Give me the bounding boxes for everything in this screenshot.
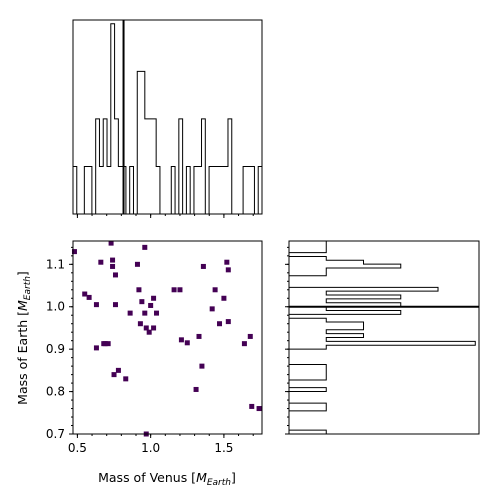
- scatter-point: [151, 295, 157, 301]
- scatter-point: [225, 267, 231, 273]
- x-marginal-histogram-bars: [72, 20, 263, 215]
- x-tick-label: 1.0: [141, 441, 160, 455]
- scatter-point: [110, 257, 116, 263]
- x-tick-label: 1.5: [214, 441, 233, 455]
- scatter-point: [110, 263, 116, 269]
- scatter-point: [93, 345, 99, 351]
- scatter-point: [123, 376, 129, 382]
- scatter-point: [112, 302, 118, 308]
- x-tick-label: 0.5: [68, 441, 87, 455]
- y-axis-label: Mass of Earth [MEarth]: [15, 271, 33, 405]
- scatter-point: [98, 259, 104, 265]
- y-histogram-step: [288, 240, 476, 435]
- scatter-ticks: [69, 246, 254, 438]
- y-tick-label: 0.9: [46, 342, 65, 356]
- scatter-point: [127, 310, 133, 316]
- scatter-frame: [72, 240, 263, 435]
- x-axis-label: Mass of Venus [MEarth]: [98, 470, 236, 488]
- scatter-point: [196, 333, 202, 339]
- scatter-point: [177, 287, 183, 293]
- scatter-point: [178, 337, 184, 343]
- scatter-point: [137, 321, 143, 327]
- scatter-points: [71, 240, 262, 437]
- scatter-point: [184, 340, 190, 346]
- scatter-point: [136, 287, 142, 293]
- scatter-point: [148, 302, 154, 308]
- scatter-point: [209, 306, 215, 312]
- y-tick-label: 0.8: [46, 385, 65, 399]
- scatter-point: [143, 325, 149, 331]
- y-marginal-histogram-ticks: [285, 246, 289, 435]
- x-marginal-histogram-ticks: [76, 214, 254, 218]
- scatter-point: [115, 367, 121, 373]
- scatter-point: [171, 287, 177, 293]
- scatter-point: [249, 403, 255, 409]
- scatter-point: [154, 310, 160, 316]
- y-tick-label: 1.1: [46, 257, 65, 271]
- scatter-point: [256, 406, 262, 412]
- scatter-point: [193, 386, 199, 392]
- scatter-point: [146, 329, 152, 335]
- x-marginal-histogram: [72, 19, 263, 218]
- y-tick-label: 0.7: [46, 427, 65, 441]
- scatter-point: [139, 299, 145, 305]
- x-histogram-step: [72, 23, 263, 215]
- scatter-point: [71, 249, 77, 255]
- y-tick-label: 1.0: [46, 300, 65, 314]
- y-marginal-histogram: [285, 240, 480, 435]
- scatter-point: [225, 319, 231, 325]
- scatter-tick-labels: 0.5 1.0 1.5 0.7 0.8 0.9 1.0 1.1: [46, 257, 234, 455]
- scatter-point: [221, 295, 227, 301]
- scatter-point: [224, 259, 230, 265]
- x-marginal-histogram-frame: [72, 19, 263, 215]
- scatter-point: [200, 263, 206, 269]
- scatter-point: [212, 287, 218, 293]
- scatter-point: [217, 321, 223, 327]
- scatter-point: [247, 333, 253, 339]
- y-marginal-histogram-frame: [288, 240, 480, 435]
- scatter-point: [102, 341, 108, 347]
- scatter-point: [142, 244, 148, 250]
- scatter-point: [86, 294, 92, 300]
- scatter-point: [82, 291, 88, 297]
- scatter-point: [108, 240, 114, 246]
- y-marginal-histogram-bars: [288, 240, 479, 435]
- scatter-panel: 0.5 1.0 1.5 0.7 0.8 0.9 1.0 1.1: [46, 240, 263, 455]
- scatter-point: [105, 341, 111, 347]
- scatter-point: [93, 302, 99, 308]
- scatter-point: [151, 325, 157, 331]
- scatter-point: [199, 363, 205, 369]
- scatter-point: [134, 261, 140, 267]
- scatter-point: [112, 272, 118, 278]
- scatter-point: [111, 372, 117, 378]
- scatter-point: [241, 341, 247, 347]
- scatter-point: [142, 310, 148, 316]
